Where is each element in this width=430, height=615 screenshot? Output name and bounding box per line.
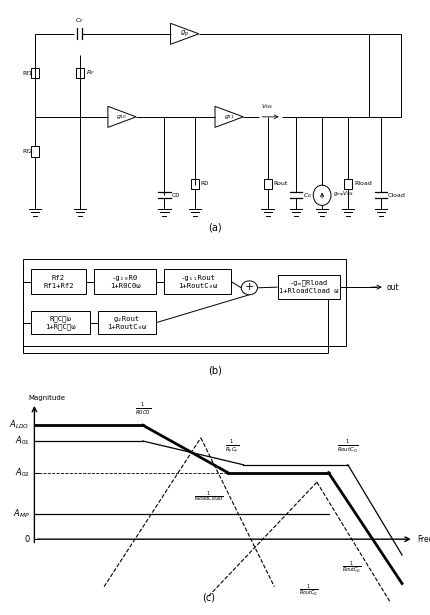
- Text: Frequency: Frequency: [418, 534, 430, 544]
- Text: $\frac{1}{RoutC_G}$: $\frac{1}{RoutC_G}$: [342, 560, 362, 576]
- Bar: [98, 311, 157, 334]
- Text: $C_G$: $C_G$: [303, 191, 312, 200]
- Text: $V_{GS}$: $V_{GS}$: [261, 103, 274, 111]
- Bar: [191, 179, 199, 189]
- Text: $A_{01}$: $A_{01}$: [15, 435, 30, 447]
- Text: $A_{MP}$: $A_{MP}$: [13, 507, 30, 520]
- Text: R0: R0: [200, 181, 209, 186]
- Text: -gₘ₞Rload
1+RloadCload ω: -gₘ₞Rload 1+RloadCload ω: [279, 280, 339, 295]
- Text: Rout: Rout: [273, 181, 288, 186]
- Text: $\frac{1}{R0C0}$: $\frac{1}{R0C0}$: [135, 401, 151, 417]
- Bar: [31, 311, 90, 334]
- Text: $\frac{1}{RoutC_G}$: $\frac{1}{RoutC_G}$: [299, 582, 319, 598]
- Bar: [31, 269, 86, 294]
- Text: $A_{LDO}$: $A_{LDO}$: [9, 419, 30, 432]
- Bar: [344, 179, 353, 189]
- Text: -g₁₀R0
1+R0C0ω: -g₁₀R0 1+R0C0ω: [110, 274, 140, 288]
- Bar: [31, 68, 39, 78]
- Bar: [23, 260, 347, 346]
- Text: -g₁₁Rout
1+RoutC₀ω: -g₁₁Rout 1+RoutC₀ω: [178, 274, 218, 288]
- Text: Rload: Rload: [354, 181, 372, 186]
- Text: C0: C0: [172, 192, 180, 198]
- Text: $g_{11}$: $g_{11}$: [224, 113, 235, 121]
- Text: Cload: Cload: [387, 192, 405, 198]
- Bar: [278, 275, 340, 300]
- Bar: [31, 146, 39, 156]
- Text: Magnitude: Magnitude: [28, 395, 66, 402]
- Text: $g_p$: $g_p$: [180, 28, 189, 39]
- Polygon shape: [215, 106, 243, 127]
- Text: (a): (a): [208, 222, 222, 232]
- Text: $\frac{1}{RloadCload}$: $\frac{1}{RloadCload}$: [194, 490, 224, 504]
- Text: Rf2: Rf2: [23, 149, 33, 154]
- Text: $C_F$: $C_F$: [75, 16, 84, 25]
- Text: Rf1: Rf1: [23, 71, 33, 76]
- Text: out: out: [387, 283, 399, 292]
- Text: (b): (b): [208, 365, 222, 375]
- Text: $\frac{1}{RoutC_G}$: $\frac{1}{RoutC_G}$: [337, 438, 359, 455]
- Text: $A_{02}$: $A_{02}$: [15, 466, 30, 479]
- Circle shape: [241, 281, 258, 295]
- Text: (c): (c): [202, 592, 215, 603]
- Text: 0: 0: [25, 534, 30, 544]
- Bar: [165, 269, 231, 294]
- Text: $R_F$: $R_F$: [86, 69, 95, 77]
- Text: $g_{mp}V_{GS}$: $g_{mp}V_{GS}$: [333, 190, 353, 200]
- Text: R₟C₟ω
1+R₟C₟ω: R₟C₟ω 1+R₟C₟ω: [45, 315, 76, 330]
- Text: $g_{10}$: $g_{10}$: [117, 113, 128, 121]
- Circle shape: [313, 185, 331, 205]
- Text: g₂Rout
1+RoutC₀ω: g₂Rout 1+RoutC₀ω: [108, 315, 147, 330]
- Bar: [76, 68, 83, 78]
- Bar: [264, 179, 272, 189]
- Text: +: +: [245, 282, 254, 292]
- Polygon shape: [171, 23, 199, 44]
- Bar: [94, 269, 157, 294]
- Polygon shape: [108, 106, 136, 127]
- Text: Rf2
Rf1+Rf2: Rf2 Rf1+Rf2: [43, 274, 74, 288]
- Text: $\frac{1}{R_FC_F}$: $\frac{1}{R_FC_F}$: [225, 438, 239, 455]
